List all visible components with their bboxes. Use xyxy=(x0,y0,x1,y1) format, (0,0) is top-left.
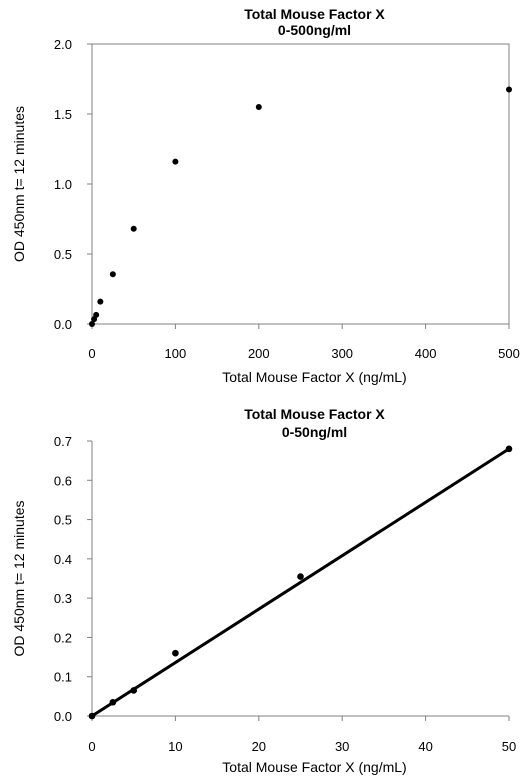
chart2-x-tick-label: 10 xyxy=(168,739,182,754)
chart1-data-point xyxy=(109,271,116,278)
chart2-x-tick-label: 40 xyxy=(418,739,432,754)
chart2-trendline xyxy=(91,447,510,718)
chart1-y-tick-label: 0.5 xyxy=(54,247,72,262)
chart1-y-tick-label: 1.5 xyxy=(54,107,72,122)
chart1-title: Total Mouse Factor X xyxy=(244,6,385,22)
chart2-data-point xyxy=(297,573,304,580)
chart1-data-point xyxy=(93,311,100,318)
chart2-x-tick-label: 20 xyxy=(252,739,266,754)
chart2-x-tick-label: 50 xyxy=(502,739,516,754)
chart1-y-tick-label: 1.0 xyxy=(54,177,72,192)
chart1-y-tick-label: 2.0 xyxy=(54,37,72,52)
chart1-y-tick-label: 0.0 xyxy=(54,317,72,332)
chart2-data-point xyxy=(505,445,513,453)
chart2-y-tick-label: 0.3 xyxy=(54,591,72,606)
chart2-data-point xyxy=(88,712,96,720)
chart1-x-tick-label: 500 xyxy=(498,346,520,361)
chart2-y-tick-label: 0.6 xyxy=(54,473,72,488)
chart2-y-tick-label: 0.7 xyxy=(54,434,72,449)
chart1-data-point xyxy=(97,298,104,305)
chart2-y-tick-label: 0.5 xyxy=(54,513,72,528)
chart2-y-axis-label: OD 450nm t= 12 minutes xyxy=(11,500,27,656)
chart2-data-point xyxy=(172,649,179,657)
chart1-data-point xyxy=(89,321,95,327)
chart1-x-tick-label: 400 xyxy=(415,346,437,361)
chart1-y-axis-label: OD 450nm t= 12 minutes xyxy=(11,106,27,262)
chart2-y-tick-label: 0.1 xyxy=(54,670,72,685)
chart2-subtitle: 0-50ng/ml xyxy=(282,424,347,440)
chart1-plot-frame xyxy=(91,43,510,325)
chart1-x-tick-label: 0 xyxy=(88,346,95,361)
chart2-x-tick-label: 0 xyxy=(88,739,95,754)
chart2-y-tick-label: 0.4 xyxy=(54,552,72,567)
chart1-data-point xyxy=(506,86,512,93)
chart2-x-tick-label: 30 xyxy=(335,739,349,754)
chart2-data-point xyxy=(109,698,117,706)
chart1-data-point xyxy=(255,104,262,110)
chart2-data-point xyxy=(130,687,137,694)
chart1-x-tick-label: 100 xyxy=(165,346,187,361)
chart1-data-point xyxy=(130,225,137,232)
chart2-x-axis-label: Total Mouse Factor X (ng/mL) xyxy=(222,759,406,775)
chart1-x-tick-label: 300 xyxy=(331,346,353,361)
chart2-y-tick-label: 0.2 xyxy=(54,630,72,645)
chart1-data-point xyxy=(172,158,179,165)
chart2-y-tick-label: 0.0 xyxy=(54,709,72,724)
chart1-x-axis-label: Total Mouse Factor X (ng/mL) xyxy=(222,369,406,385)
chart1-x-tick-label: 200 xyxy=(248,346,270,361)
chart2-title: Total Mouse Factor X xyxy=(244,406,385,422)
chart1-subtitle: 0-500ng/ml xyxy=(278,22,351,38)
